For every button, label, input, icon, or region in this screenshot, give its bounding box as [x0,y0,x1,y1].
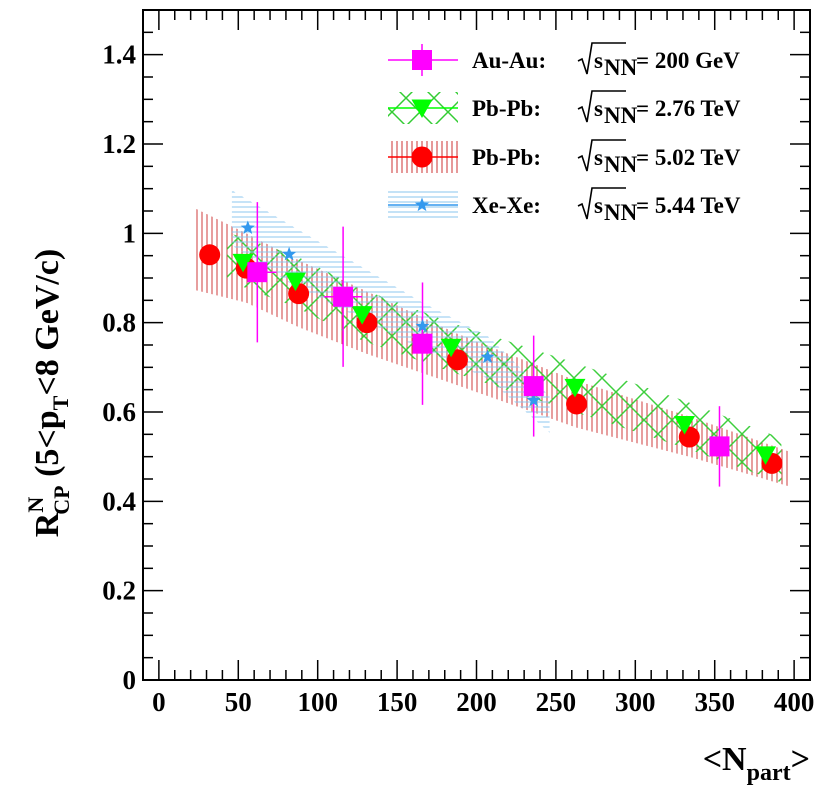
marker-auau [709,436,730,457]
legend-sqrt-s-auau: s [594,48,603,73]
legend-sqrt-s-xexe: s [594,193,603,218]
y-tick-label: 0.6 [102,397,136,427]
x-tick-label: 400 [774,687,815,717]
legend-marker-pbpb502 [411,146,433,168]
y-tick-label: 0 [123,665,137,695]
legend-sqrt-sign-pbpb276 [577,90,626,123]
marker-pbpb276 [351,306,373,325]
legend-marker-pbpb276 [411,99,433,118]
x-tick-label: 300 [615,687,656,717]
legend-system-auau: Au-Au: [472,48,546,73]
x-tick-label: 50 [225,687,252,717]
legend-system-pbpb502: Pb-Pb: [472,145,541,170]
legend-sqrt-sub-auau: NN [604,55,638,80]
marker-xexe [526,392,541,407]
legend-sqrt-sub-xexe: NN [604,200,638,225]
legend-sqrt-sub-pbpb276: NN [604,103,638,128]
marker-pbpb276 [755,446,777,465]
marker-pbpb502 [199,244,221,266]
legend-system-pbpb276: Pb-Pb: [472,96,541,121]
x-tick-label: 200 [456,687,497,717]
legend-sqrt-s-pbpb276: s [594,96,603,121]
legend-sqrt-sign-xexe [577,187,626,220]
marker-auau [412,333,433,354]
y-tick-label: 1 [123,218,137,248]
x-tick-label: 150 [377,687,418,717]
x-axis-ticks: 0 50 100 150 200 250 300 350 400 [142,10,815,717]
marker-pbpb276 [564,378,586,398]
y-tick-label: 1.4 [102,40,136,70]
marker-pbpb502 [566,393,588,415]
y-tick-label: 0.2 [102,576,136,606]
legend-sqrt-sign-pbpb502 [577,139,626,172]
x-tick-label: 100 [297,687,338,717]
marker-auau [523,376,544,397]
y-axis-ticks: 0 0.2 0.4 0.6 0.8 1 1.2 1.4 [102,9,810,695]
legend-energy-auau: = 200 GeV [636,48,740,73]
marker-xexe [240,220,255,234]
x-tick-label: 0 [152,687,166,717]
band-xexe [231,190,550,433]
legend-energy-pbpb276: = 2.76 TeV [636,96,741,121]
legend-sqrt-s-pbpb502: s [594,145,603,170]
y-axis-title-sub: CP [49,485,74,514]
x-axis-title-sub: part [747,760,791,786]
legend-energy-xexe: = 5.44 TeV [636,193,741,218]
y-axis-title-sup: N [23,497,48,513]
marker-pbpb276 [674,416,696,435]
legend-marker-xexe [414,197,430,212]
x-tick-label: 350 [694,687,735,717]
y-axis-title-r: R [29,512,66,537]
marker-xexe [282,246,297,261]
x-axis-title-main: <N [703,741,747,778]
y-axis-title-rest1: (5<p [29,410,66,485]
data-markers [199,220,783,474]
marker-pbpb276 [440,338,462,358]
legend-sqrt-sub-pbpb502: NN [604,152,638,177]
y-tick-label: 1.2 [102,129,136,159]
legend-marker-auau [412,50,432,70]
legend-system-xexe: Xe-Xe: [472,193,541,218]
marker-pbpb502 [288,283,310,305]
y-tick-label: 0.8 [102,308,136,338]
marker-pbpb276 [232,253,254,273]
y-axis-title-sub2: T [48,395,73,410]
x-axis-title: <Npart> [703,741,810,786]
systematic-bands [193,190,788,486]
marker-auau [247,262,268,283]
marker-pbpb276 [284,272,306,292]
y-axis-title: RNCP (5<pT<8 GeV/c) [23,249,74,537]
x-axis-title-end: > [791,741,810,778]
legend-energy-pbpb502: = 5.02 TeV [636,145,741,170]
marker-xexe [480,349,495,364]
legend-sqrt-sign-auau [577,42,626,75]
marker-auau [333,286,354,307]
y-tick-label: 0.4 [102,486,136,516]
marker-xexe [415,318,430,333]
x-tick-label: 250 [536,687,577,717]
y-axis-title-rest2: <8 GeV/c) [29,249,66,396]
